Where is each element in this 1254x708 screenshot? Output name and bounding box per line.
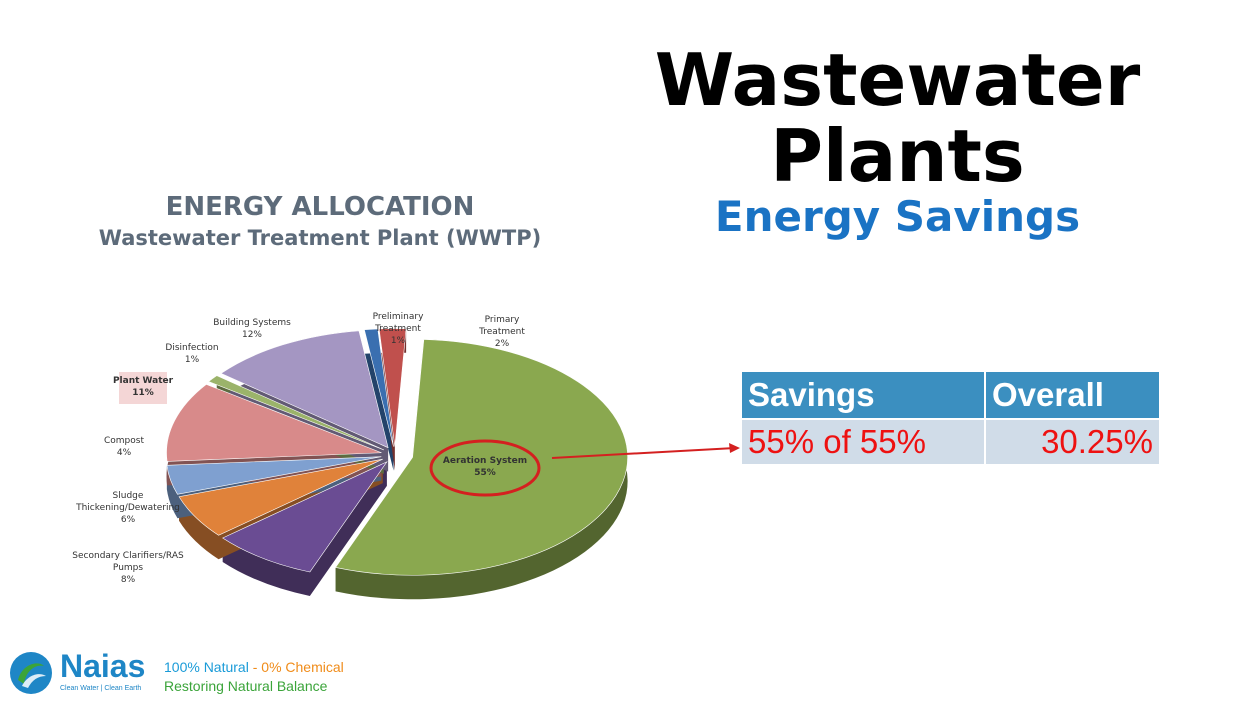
slice-label-primary-treatment: Treatment	[478, 327, 525, 337]
slide-title-line2: Plants	[770, 114, 1025, 198]
slice-value-building-systems: 12%	[242, 330, 262, 340]
pie-slice-compost	[166, 456, 382, 495]
plant-water-label-box	[119, 372, 167, 404]
pie-slice-preliminary-treatment	[363, 328, 394, 447]
slice-value-aeration-system: 55%	[474, 468, 496, 478]
pie-slice-side-aeration-system	[335, 339, 628, 600]
highlight-arrow-line	[551, 447, 736, 459]
slice-label-sludge-thickening-dewatering: Sludge	[113, 491, 144, 501]
slice-label-sludge-thickening-dewatering: Thickening/Dewatering	[75, 503, 180, 513]
brand-tagline: Clean Water | Clean Earth	[60, 685, 142, 692]
slice-label-compost: Compost	[104, 436, 144, 446]
slice-label-preliminary-treatment: Preliminary	[373, 312, 424, 322]
slice-value-plant-water: 11%	[132, 388, 154, 398]
slogan-line2: Restoring Natural Balance	[164, 678, 328, 694]
pie-slice-disinfection	[207, 375, 384, 451]
savings-table: Savings Overall 55% of 55% 30.25%	[742, 372, 1161, 464]
slice-label-disinfection: Disinfection	[165, 343, 218, 353]
slice-label-building-systems: Building Systems	[213, 318, 291, 328]
slice-label-secondary-clarifiers-ras-pumps: Secondary Clarifiers/RAS	[72, 551, 184, 561]
slogan-line1: 100% Natural - 0% Chemical	[164, 659, 344, 675]
pie-labels: Aeration System 55% Secondary Clarifiers/R…	[72, 312, 527, 585]
overall-header: Overall	[985, 372, 1161, 419]
slice-label-aeration-system: Aeration System	[443, 456, 527, 466]
pie-slice-plant-water	[166, 384, 382, 462]
naias-logo-icon	[10, 652, 52, 694]
overall-value: 30.25%	[985, 418, 1161, 464]
chart-subtitle: Wastewater Treatment Plant (WWTP)	[98, 226, 542, 250]
slice-value-primary-treatment: 2%	[495, 339, 510, 349]
brand-name: Naias	[60, 648, 146, 684]
slice-value-compost: 4%	[117, 448, 132, 458]
slice-value-disinfection: 1%	[185, 355, 200, 365]
pie-top-layer	[166, 328, 628, 576]
slice-label-secondary-clarifiers-ras-pumps: Pumps	[113, 563, 143, 573]
slide-title-line1: Wastewater	[654, 38, 1141, 122]
pie-slice-side-secondary-clarifiers-ras-pumps	[222, 461, 387, 597]
slogan-separator: -	[248, 659, 262, 675]
pie-slice-building-systems	[220, 330, 389, 449]
pie-slice-secondary-clarifiers-ras-pumps	[222, 461, 388, 573]
slide-subtitle: Energy Savings	[714, 192, 1081, 241]
pie-slice-side-preliminary-treatment	[364, 328, 394, 471]
slogan-chemical: 0% Chemical	[261, 659, 344, 675]
slice-value-preliminary-treatment: 1%	[391, 336, 406, 346]
highlight-arrow-head	[729, 443, 740, 453]
slice-value-sludge-thickening-dewatering: 6%	[121, 515, 136, 525]
pie-chart: Aeration System 55% Secondary Clarifiers/R…	[72, 312, 740, 600]
slide-title: Wastewater Plants	[640, 42, 1155, 194]
slice-label-primary-treatment: Primary	[485, 315, 520, 325]
slice-label-preliminary-treatment: Treatment	[374, 324, 421, 334]
savings-header: Savings	[742, 372, 986, 419]
slice-label-plant-water: Plant Water	[113, 376, 174, 386]
savings-value-row: 55% of 55% 30.25%	[742, 418, 1161, 464]
savings-header-row: Savings Overall	[742, 372, 1161, 419]
pie-slice-primary-treatment	[378, 328, 407, 447]
pie-slice-aeration-system	[335, 339, 628, 576]
pie-slice-sludge-thickening-dewatering	[178, 458, 383, 536]
slice-value-secondary-clarifiers-ras-pumps: 8%	[121, 575, 136, 585]
slogan-natural: 100% Natural	[164, 659, 249, 675]
savings-value: 55% of 55%	[742, 418, 986, 464]
aeration-highlight-ring	[429, 439, 541, 497]
chart-title: ENERGY ALLOCATION	[165, 192, 475, 222]
